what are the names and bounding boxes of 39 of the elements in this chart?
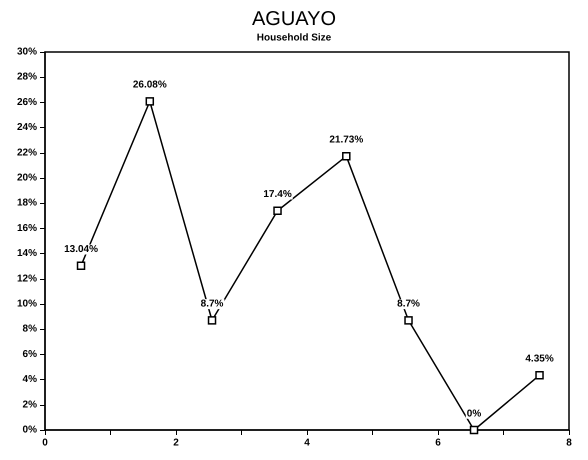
data-label: 8.7% <box>397 298 420 310</box>
data-label: 17.4% <box>263 189 292 200</box>
y-tick-label: 18% <box>16 198 38 209</box>
point <box>208 316 216 325</box>
y-tick-label: 26% <box>16 96 38 108</box>
y-tick-label: 12% <box>16 273 38 284</box>
point <box>404 316 413 325</box>
y-tick-label: 22% <box>16 147 38 158</box>
y-tick-label: 4% <box>22 374 38 386</box>
x-tick-label: 8 <box>566 438 572 448</box>
y-tick-label: 20% <box>16 172 38 184</box>
data-label: 26.08% <box>132 80 167 91</box>
x-tick-label: 2 <box>173 438 180 448</box>
point <box>146 97 154 106</box>
y-tick-label: 8% <box>22 324 38 335</box>
point <box>470 426 478 434</box>
data-label: 8.7% <box>200 298 224 310</box>
y-tick-label: 14% <box>16 248 38 260</box>
chart-subtitle: Household Size <box>256 32 332 44</box>
y-tick-label: 2% <box>22 399 38 410</box>
y-tick-label: 16% <box>16 222 38 234</box>
data-label: 21.73% <box>329 134 364 146</box>
point <box>342 152 351 160</box>
chart-title: AGUAYO <box>252 8 336 30</box>
y-tick-label: 0% <box>22 424 38 436</box>
data-label: 0% <box>466 408 482 420</box>
data-label: 4.35% <box>525 353 554 364</box>
point <box>535 370 544 380</box>
x-tick-label: 4 <box>304 438 310 448</box>
point <box>273 206 282 216</box>
y-tick-label: 28% <box>16 72 38 83</box>
point <box>76 261 86 270</box>
y-tick-label: 30% <box>16 46 38 58</box>
y-tick-label: 10% <box>16 298 38 310</box>
y-tick-label: 24% <box>16 122 38 134</box>
x-tick-label: 0 <box>42 438 48 448</box>
y-tick-label: 6% <box>22 348 38 360</box>
data-label: 13.04% <box>64 244 98 255</box>
x-tick-label: 6 <box>435 438 442 448</box>
